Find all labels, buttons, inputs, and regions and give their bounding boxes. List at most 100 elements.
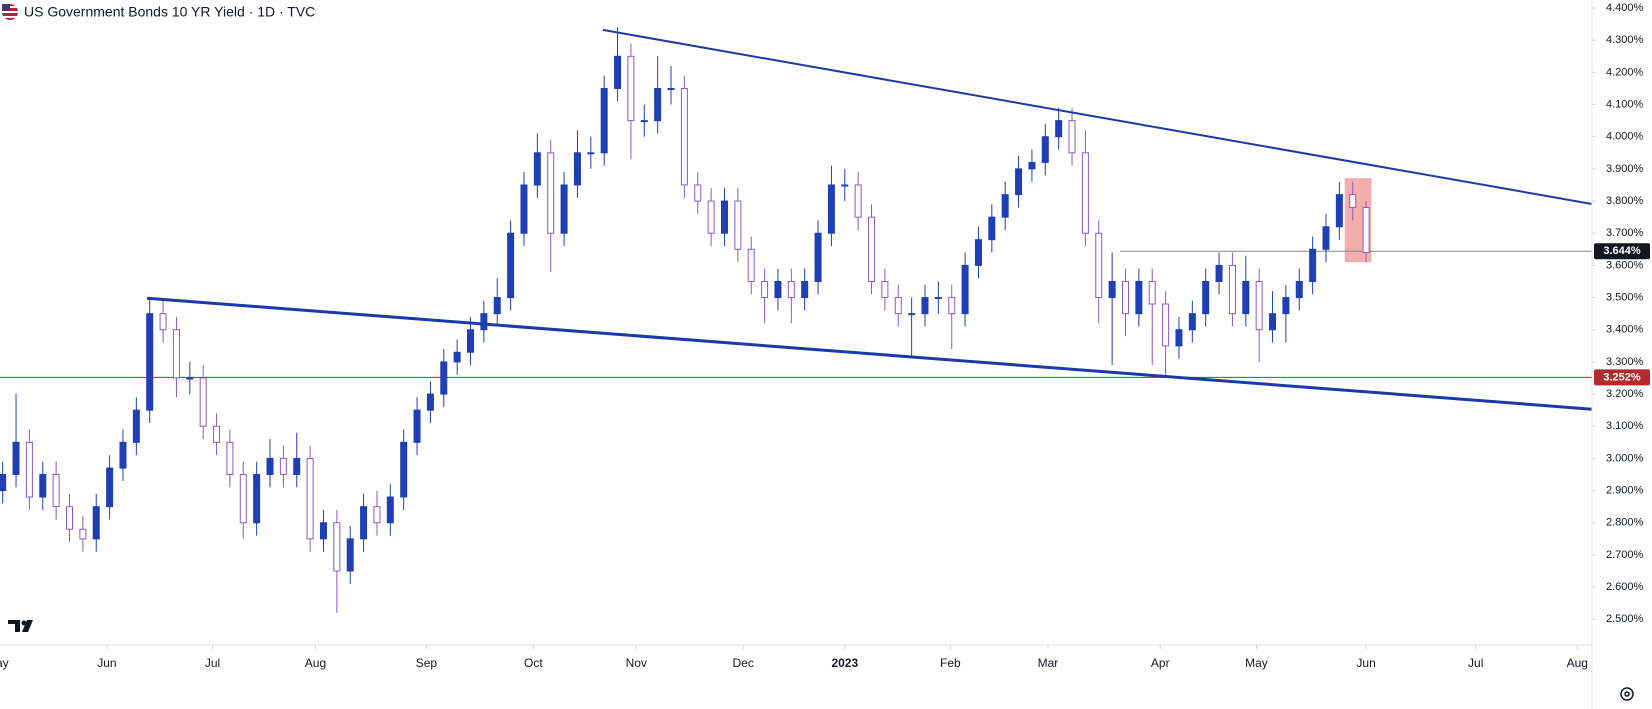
settings-icon[interactable] [1620, 687, 1634, 701]
candle-body [761, 280, 769, 299]
candle-body [533, 152, 541, 186]
candle-body [1041, 136, 1049, 163]
tv-logo [8, 620, 33, 632]
candle-body [747, 248, 755, 282]
candle-body [841, 184, 849, 187]
candle-body [854, 184, 862, 218]
x-tick-label: Aug [305, 656, 326, 670]
candle-body [560, 184, 568, 234]
y-tick-label: 4.400% [1606, 2, 1644, 14]
candle-body [667, 87, 675, 90]
candle-body [1028, 161, 1036, 170]
plot-area [0, 27, 1592, 613]
candle-body [908, 313, 916, 316]
candle-body [146, 313, 154, 411]
candle-body [226, 441, 234, 476]
y-tick-label: 2.500% [1606, 613, 1644, 625]
candle-body [1148, 280, 1156, 305]
candle-body [453, 351, 461, 363]
candle-body [520, 184, 528, 234]
candle-body [1362, 206, 1370, 254]
candle-body [66, 506, 74, 530]
candle-body [440, 361, 448, 395]
candle-body [413, 409, 421, 443]
candle-body [1228, 264, 1236, 315]
candle-body [106, 467, 114, 508]
candle-body [627, 55, 635, 122]
y-tick-label: 2.600% [1606, 581, 1644, 593]
y-tick-label: 3.700% [1606, 227, 1644, 239]
y-tick-label: 2.700% [1606, 549, 1644, 561]
price-label-box [1594, 369, 1650, 386]
candle-body [279, 457, 287, 476]
x-tick-label: Mar [1038, 656, 1059, 670]
candle-body [1068, 120, 1076, 154]
candle-body [1175, 329, 1183, 347]
y-tick-label: 3.400% [1606, 324, 1644, 336]
candle-body [1015, 168, 1023, 196]
x-tick-label: Nov [626, 656, 647, 670]
candle-body [92, 506, 100, 540]
x-tick-label: Feb [940, 656, 961, 670]
candle-body [961, 264, 969, 315]
x-tick-label: Apr [1151, 656, 1170, 670]
candle-body [1055, 120, 1063, 138]
candle-body [0, 474, 7, 492]
candle-body [360, 506, 368, 540]
candle-body [79, 528, 87, 540]
candle-body [39, 474, 47, 498]
candle-body [694, 184, 702, 202]
candle-body [400, 441, 408, 498]
candle-body [346, 538, 354, 572]
candle-body [132, 409, 140, 443]
candle-body [988, 216, 996, 241]
candle-body [480, 313, 488, 331]
candle-body [614, 55, 622, 89]
candle-body [333, 522, 341, 572]
y-tick-label: 4.100% [1606, 98, 1644, 110]
candle-body [1162, 303, 1170, 347]
y-tick-label: 3.100% [1606, 420, 1644, 432]
candle-body [1188, 313, 1196, 331]
candle-body [587, 152, 595, 155]
candle-body [1081, 152, 1089, 234]
candle-body [1322, 226, 1330, 250]
candle-body [25, 441, 33, 498]
candle-body [894, 297, 902, 315]
x-tick-label: Jun [97, 656, 116, 670]
y-tick-label: 4.200% [1606, 66, 1644, 78]
candle-body [547, 152, 555, 234]
x-tick-label: Aug [1567, 656, 1588, 670]
candle-body [266, 457, 274, 476]
candle-body [1121, 280, 1129, 315]
candle-body [1309, 248, 1317, 282]
y-tick-label: 2.900% [1606, 484, 1644, 496]
y-tick-label: 4.000% [1606, 131, 1644, 143]
candle-body [1001, 194, 1009, 218]
candle-body [172, 329, 180, 379]
candle-body [467, 329, 475, 353]
candle-body [814, 232, 822, 282]
candle-body [921, 297, 929, 315]
candle-body [119, 441, 127, 469]
price-label: 3.252% [1603, 371, 1641, 383]
candle-body [600, 87, 608, 154]
flag-icon [2, 4, 18, 20]
candle-body [426, 393, 434, 411]
candle-body [293, 457, 301, 476]
candle-body [654, 87, 662, 122]
x-tick-label: May [1245, 656, 1268, 670]
candle-body [373, 506, 381, 524]
candle-body [1269, 313, 1277, 331]
candle-body [199, 377, 207, 427]
trendline [602, 28, 1592, 205]
candle-body [1202, 280, 1210, 315]
y-tick-label: 3.300% [1606, 356, 1644, 368]
candle-body [239, 474, 247, 524]
x-tick-label: Dec [733, 656, 754, 670]
candle-body [1135, 280, 1143, 315]
x-tick-label: Sep [416, 656, 438, 670]
y-tick-label: 3.900% [1606, 163, 1644, 175]
candle-body [306, 457, 314, 540]
